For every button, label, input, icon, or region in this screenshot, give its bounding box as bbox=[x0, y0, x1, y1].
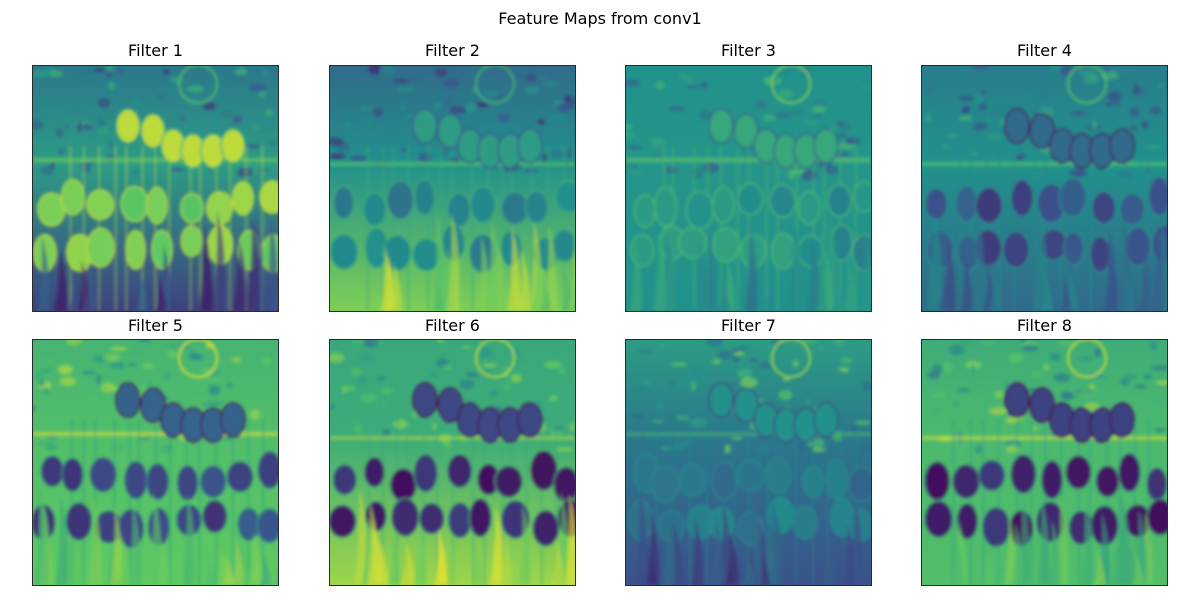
texture bbox=[922, 340, 1167, 585]
panel-title: Filter 6 bbox=[425, 316, 480, 335]
panel-title: Filter 2 bbox=[425, 41, 480, 60]
feature-map-image bbox=[921, 339, 1168, 586]
feature-map-image bbox=[329, 339, 576, 586]
feature-map-image bbox=[32, 65, 279, 312]
panel-title: Filter 1 bbox=[128, 41, 183, 60]
feature-map-image bbox=[32, 339, 279, 586]
texture bbox=[330, 340, 575, 585]
texture bbox=[330, 66, 575, 311]
feature-map-image bbox=[625, 65, 872, 312]
feature-map-image bbox=[625, 339, 872, 586]
texture bbox=[33, 340, 278, 585]
feature-map-image bbox=[921, 65, 1168, 312]
panel-title: Filter 3 bbox=[721, 41, 776, 60]
texture bbox=[33, 66, 278, 311]
figure-title: Feature Maps from conv1 bbox=[498, 9, 702, 28]
panel-title: Filter 5 bbox=[128, 316, 183, 335]
feature-map-image bbox=[329, 65, 576, 312]
texture bbox=[922, 66, 1167, 311]
panel-title: Filter 7 bbox=[721, 316, 776, 335]
texture bbox=[626, 340, 871, 585]
texture bbox=[626, 66, 871, 311]
panel-title: Filter 4 bbox=[1017, 41, 1072, 60]
panel-title: Filter 8 bbox=[1017, 316, 1072, 335]
